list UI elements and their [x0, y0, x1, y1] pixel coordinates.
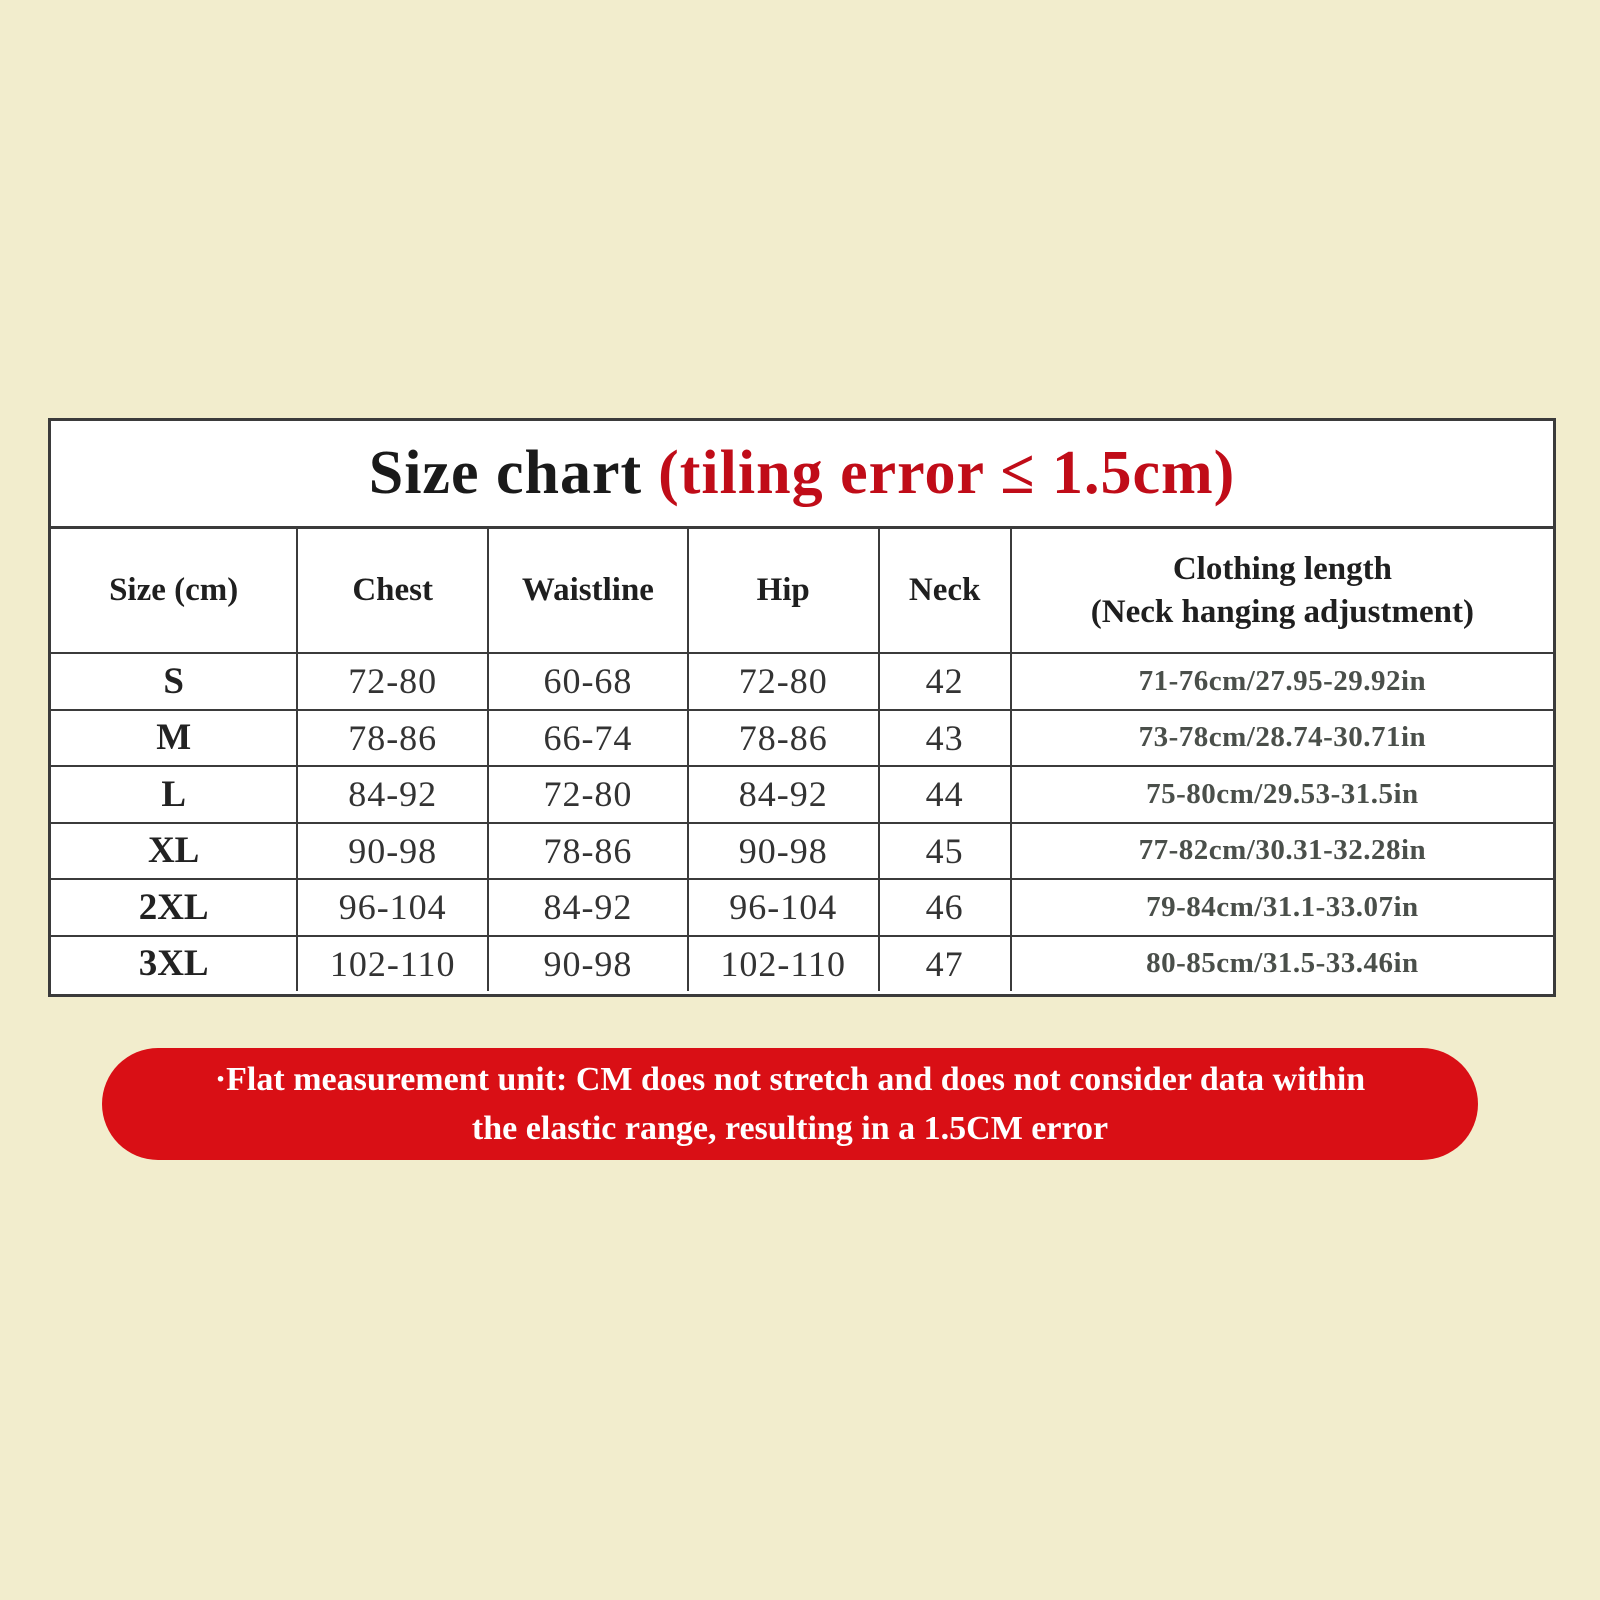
table-cell: 43 — [877, 708, 1012, 768]
table-row-m: M 78-86 66-74 78-86 43 73-78cm/28.74-30.… — [49, 708, 1555, 768]
column-header-clothing-length: Clothing length (Neck hanging adjustment… — [1009, 528, 1555, 654]
table-cell: 96-104 — [686, 878, 880, 937]
table-cell: 73-78cm/28.74-30.71in — [1009, 708, 1555, 768]
table-cell: 42 — [877, 652, 1012, 711]
table-cell: 84-92 — [296, 765, 490, 824]
size-cell: L — [49, 765, 299, 824]
size-table: Size (cm) Chest Waistline Hip Neck Cloth… — [49, 528, 1555, 993]
table-cell: 90-98 — [686, 821, 880, 881]
column-header-waistline: Waistline — [487, 528, 689, 654]
measurement-note-banner: ·Flat measurement unit: CM does not stre… — [102, 1048, 1478, 1160]
size-cell: 2XL — [49, 878, 299, 937]
size-cell: 3XL — [49, 934, 299, 993]
table-cell: 90-98 — [487, 934, 689, 993]
table-row-xl: XL 90-98 78-86 90-98 45 77-82cm/30.31-32… — [49, 821, 1555, 881]
table-cell: 72-80 — [296, 652, 490, 711]
size-cell: M — [49, 708, 299, 768]
column-header-chest: Chest — [296, 528, 490, 654]
table-cell: 84-92 — [686, 765, 880, 824]
table-cell: 90-98 — [296, 821, 490, 881]
table-cell: 75-80cm/29.53-31.5in — [1009, 765, 1555, 824]
table-cell: 102-110 — [686, 934, 880, 993]
table-cell: 44 — [877, 765, 1012, 824]
table-row-l: L 84-92 72-80 84-92 44 75-80cm/29.53-31.… — [49, 765, 1555, 824]
table-cell: 66-74 — [487, 708, 689, 768]
column-header-hip: Hip — [686, 528, 880, 654]
table-row-3xl: 3XL 102-110 90-98 102-110 47 80-85cm/31.… — [49, 934, 1555, 993]
table-cell: 77-82cm/30.31-32.28in — [1009, 821, 1555, 881]
table-cell: 72-80 — [487, 765, 689, 824]
size-chart-title-text: Size chart — [368, 439, 643, 507]
table-cell: 78-86 — [296, 708, 490, 768]
header-row: Size (cm) Chest Waistline Hip Neck Cloth… — [49, 528, 1555, 654]
size-chart-title: Size chart (tiling error ≤ 1.5cm) — [51, 421, 1553, 529]
table-cell: 60-68 — [487, 652, 689, 711]
measurement-note-text: ·Flat measurement unit: CM does not stre… — [214, 1060, 1366, 1147]
table-cell: 45 — [877, 821, 1012, 881]
size-cell: XL — [49, 821, 299, 881]
table-cell: 72-80 — [686, 652, 880, 711]
column-header-neck: Neck — [877, 528, 1012, 654]
table-row-2xl: 2XL 96-104 84-92 96-104 46 79-84cm/31.1-… — [49, 878, 1555, 937]
table-row-s: S 72-80 60-68 72-80 42 71-76cm/27.95-29.… — [49, 652, 1555, 711]
size-cell: S — [49, 652, 299, 711]
table-cell: 46 — [877, 878, 1012, 937]
table-cell: 71-76cm/27.95-29.92in — [1009, 652, 1555, 711]
column-header-size: Size (cm) — [49, 528, 299, 654]
size-chart-card: Size chart (tiling error ≤ 1.5cm) Size (… — [48, 418, 1556, 997]
table-cell: 102-110 — [296, 934, 490, 993]
table-cell: 78-86 — [686, 708, 880, 768]
table-cell: 47 — [877, 934, 1012, 993]
size-chart-title-accent: (tiling error ≤ 1.5cm) — [658, 439, 1236, 507]
table-cell: 79-84cm/31.1-33.07in — [1009, 878, 1555, 937]
table-cell: 96-104 — [296, 878, 490, 937]
table-cell: 78-86 — [487, 821, 689, 881]
table-cell: 80-85cm/31.5-33.46in — [1009, 934, 1555, 993]
table-cell: 84-92 — [487, 878, 689, 937]
